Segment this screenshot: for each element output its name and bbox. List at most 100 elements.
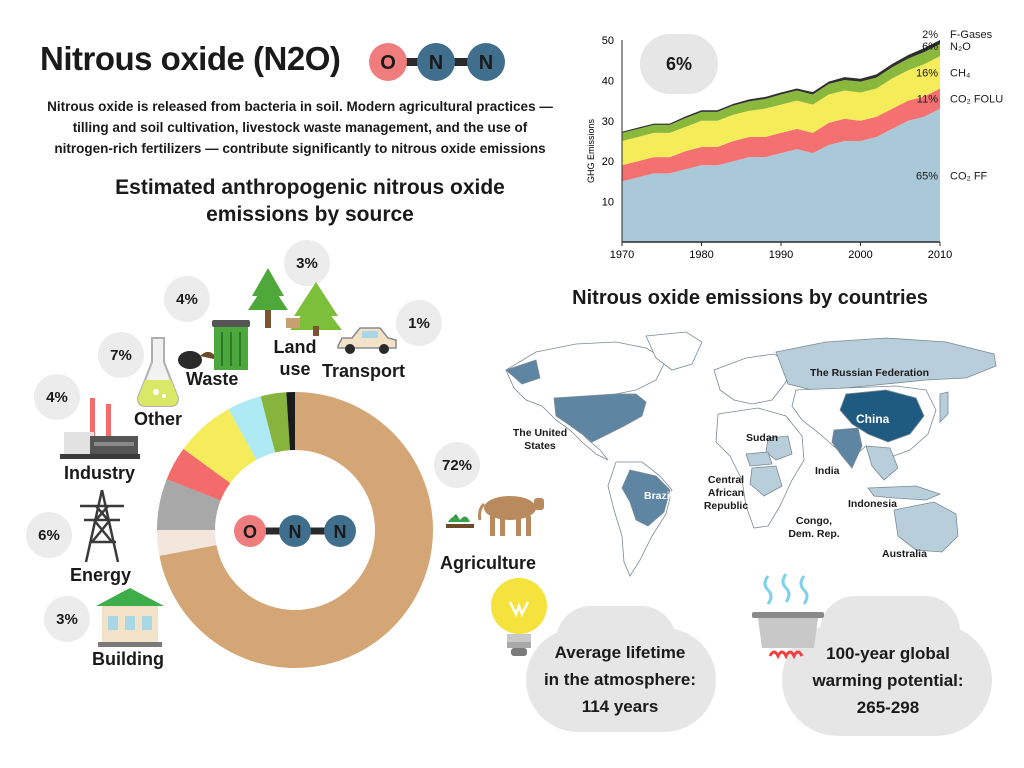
description-line: Nitrous oxide is released from bacteria … [47, 99, 553, 114]
atom-label: N [334, 522, 347, 542]
page-title: Nitrous oxide (N2O) [40, 40, 341, 77]
factory-icon [60, 398, 140, 459]
series-percent-label: 2% [922, 30, 938, 41]
land-use-label: Land use [273, 337, 317, 379]
indonesia-label: Indonesia [848, 498, 898, 510]
russia-region [775, 337, 997, 391]
waste-bin-icon [178, 320, 250, 370]
industry-label: Industry [64, 463, 136, 483]
atom-label: O [380, 52, 396, 74]
usa-region [553, 393, 647, 443]
area-series-ch- [622, 56, 940, 166]
lifetime-line: in the atmosphere: [543, 670, 697, 689]
russia-label: The Russian Federation [810, 367, 930, 379]
area-series-co-folu [622, 88, 940, 182]
china-label: China [856, 412, 890, 426]
sudan-label: Sudan [746, 432, 779, 444]
series-percent-label: 11% [917, 94, 938, 106]
japan-region [939, 391, 949, 423]
donut-slice-waste [228, 396, 276, 460]
annotation-cloud [640, 34, 718, 94]
atom-label: O [243, 522, 257, 542]
congo-region [749, 465, 783, 497]
india-region [831, 427, 863, 469]
india-label: India [815, 465, 840, 477]
donut-slice-transport [286, 392, 295, 451]
cow-icon [446, 496, 544, 536]
x-tick-label: 2010 [928, 249, 952, 261]
donut-slice-building [157, 530, 217, 556]
x-tick-label: 2000 [848, 249, 872, 261]
center-molecule-icon: O N N [234, 515, 356, 547]
series-percent-label: 65% [916, 170, 938, 182]
lifetime-text: Average lifetime in the atmosphere: 114 … [530, 639, 710, 720]
y-axis-label: GHG Emissions [586, 118, 596, 183]
car-label: Central African Republic [703, 474, 749, 512]
car-region [745, 451, 773, 467]
waste-label: Waste [186, 369, 239, 389]
donut-title: Estimated anthropogenic nitrous oxide em… [60, 174, 560, 228]
series-name-label: CH₄ [950, 67, 971, 79]
area-series-n-o [622, 44, 940, 141]
brazil-label: Brazil [644, 490, 673, 502]
boiling-pot-icon [752, 573, 824, 660]
lifetime-cloud-puff [556, 606, 676, 676]
description-line: nitrogen-rich fertilizers — contribute s… [54, 141, 546, 156]
southeast-asia-region [865, 445, 899, 481]
nitrogen-atom-icon [467, 43, 505, 81]
agriculture-label: Agriculture [440, 553, 537, 573]
greenland-region [645, 331, 703, 371]
description-line: tilling and soil cultivation, livestock … [72, 120, 528, 135]
series-name-label: F-Gases [950, 30, 993, 41]
gwp-text: 100-year global warming potential: 265-2… [788, 640, 988, 721]
energy-percent: 6% [26, 512, 72, 558]
europe-region [713, 353, 793, 405]
area-annotation: 6% [665, 54, 692, 74]
industry-percent: 4% [34, 374, 80, 420]
atom-label: N [429, 52, 443, 74]
building-label: Building [92, 649, 164, 669]
x-tick-label: 1970 [610, 249, 634, 261]
area-series-co-ff [622, 108, 940, 243]
australia-region [893, 501, 959, 553]
series-percent-label: 16% [916, 67, 938, 79]
nitrogen-atom-icon [417, 43, 455, 81]
donut-slice-agriculture [159, 392, 433, 668]
lifetime-line: Average lifetime [554, 643, 686, 662]
other-label: Other [134, 409, 183, 429]
world-map [505, 331, 997, 577]
y-tick-label: 40 [602, 75, 614, 87]
sudan-region [765, 435, 793, 461]
y-tick-label: 30 [602, 116, 614, 128]
emissions-donut-chart [157, 392, 433, 668]
transport-label: Transport [322, 361, 406, 381]
donut-title-line: emissions by source [206, 203, 414, 226]
china-region [839, 389, 925, 443]
description: Nitrous oxide is released from bacteria … [20, 96, 580, 159]
gwp-line: warming potential: [812, 671, 964, 690]
transport-percent: 1% [396, 300, 442, 346]
other-percent: 7% [98, 332, 144, 378]
trees-icon [248, 268, 342, 336]
map-title: Nitrous oxide emissions by countries [572, 287, 928, 309]
brazil-region [621, 469, 671, 527]
australia-label: Australia [882, 548, 927, 560]
series-name-label: CO₂ FOLU [950, 94, 1003, 106]
oxygen-atom-icon [369, 43, 407, 81]
donut-title-line: Estimated anthropogenic nitrous oxide [115, 176, 505, 199]
land-use-percent: 3% [284, 240, 330, 286]
waste-percent: 4% [164, 276, 210, 322]
gwp-line: 265-298 [856, 698, 920, 717]
y-tick-label: 20 [602, 156, 614, 168]
series-percent-label: 6% [922, 41, 938, 53]
y-tick-label: 10 [602, 197, 614, 209]
gwp-cloud-puff [820, 596, 960, 666]
lightbulb-icon [491, 578, 547, 656]
atom-label: N [479, 52, 493, 74]
energy-label: Energy [70, 565, 132, 585]
donut-slice-land-use [260, 392, 290, 453]
gwp-line: 100-year global [826, 644, 950, 663]
indonesia-region [867, 485, 942, 501]
flask-icon [136, 337, 180, 407]
usa-label: The United States [512, 427, 568, 452]
